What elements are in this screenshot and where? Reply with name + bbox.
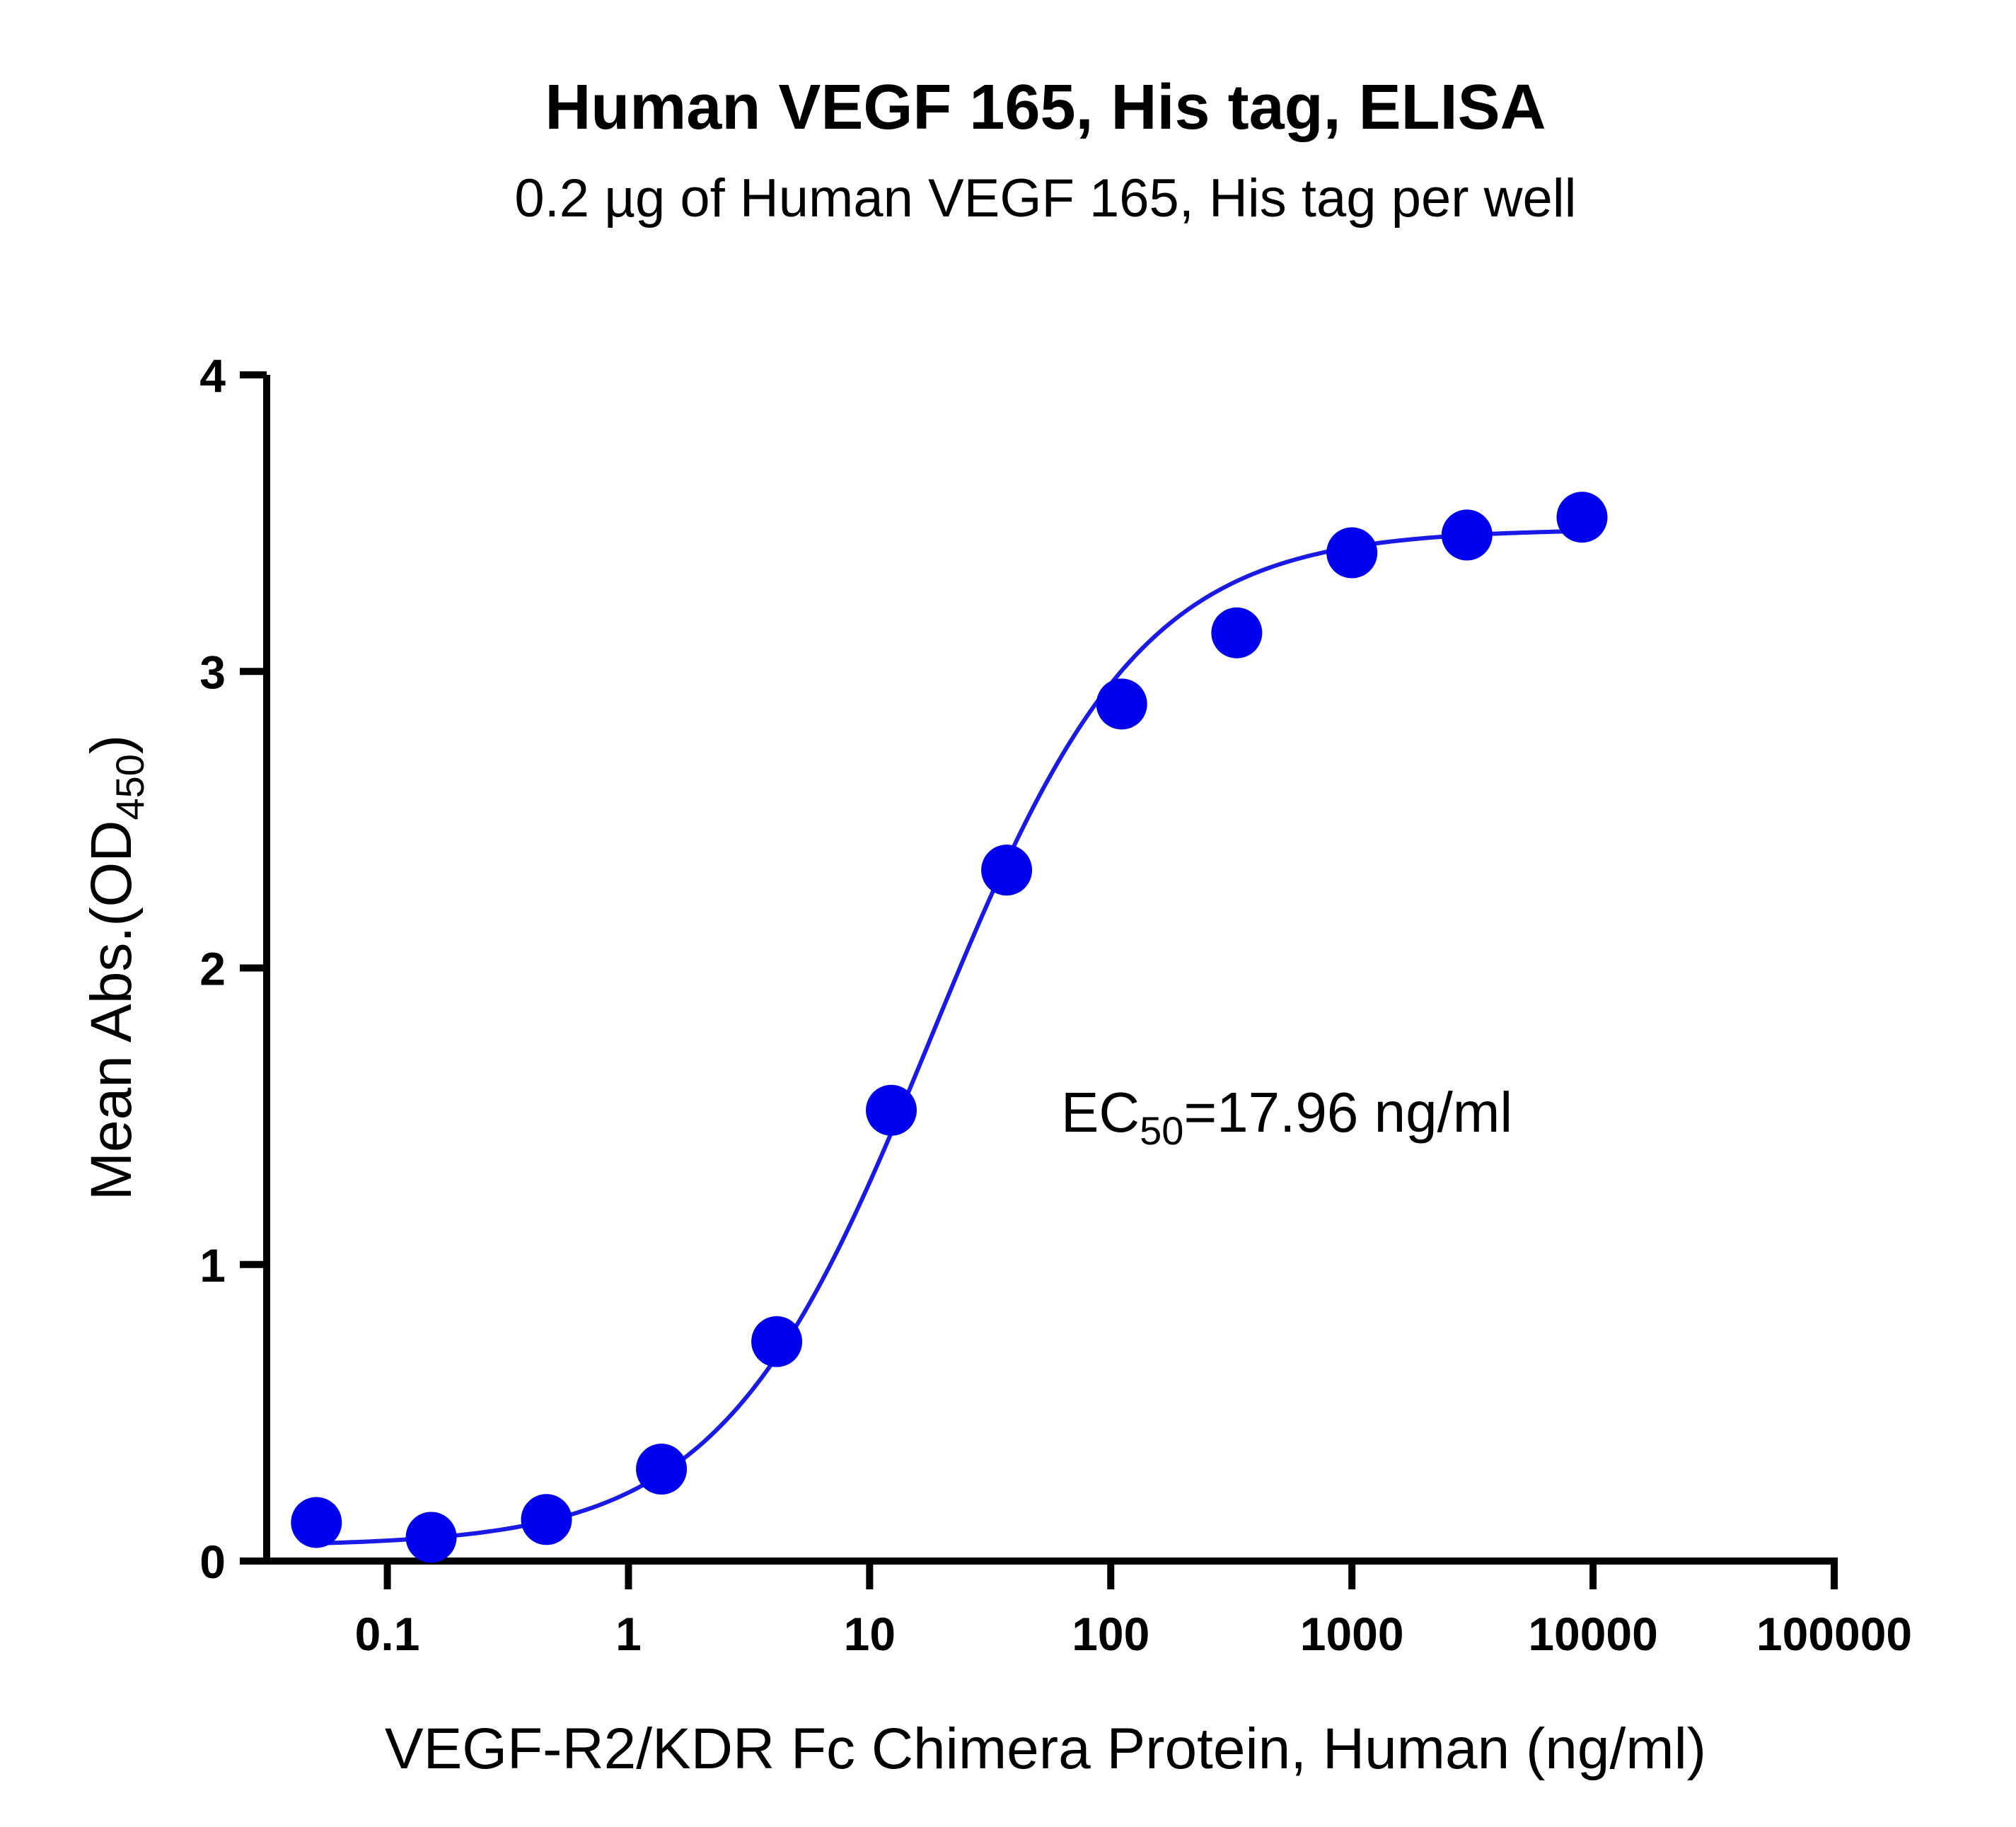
data-points — [291, 492, 1608, 1563]
ec50-annotation-sub: 50 — [1140, 1108, 1183, 1153]
y-tick-label-3: 3 — [199, 646, 226, 698]
y-axis-label-sub: 450 — [108, 754, 152, 820]
x-tick-label-1000: 1000 — [1300, 1608, 1404, 1660]
data-point-9 — [1211, 607, 1263, 659]
y-tick-label-1: 1 — [199, 1239, 226, 1292]
x-tick-label-10: 10 — [844, 1608, 896, 1660]
x-tick-label-1: 1 — [615, 1608, 642, 1660]
data-point-11 — [1441, 509, 1493, 561]
x-tick-label-10000: 10000 — [1528, 1608, 1658, 1660]
chart-subtitle: 0.2 µg of Human VEGF 165, His tag per we… — [514, 168, 1576, 228]
data-point-4 — [636, 1444, 688, 1495]
fit-curve — [314, 528, 1582, 1546]
y-axis-label-main: Mean Abs.(OD — [79, 820, 144, 1200]
ec50-annotation: EC50=17.96 ng/ml — [1061, 1081, 1512, 1153]
data-point-3 — [521, 1494, 572, 1545]
x-tick-label-100: 100 — [1072, 1608, 1149, 1660]
x-axis-label: VEGF-R2/KDR Fc Chimera Protein, Human (n… — [385, 1717, 1706, 1781]
y-tick-label-0: 0 — [199, 1536, 226, 1588]
ec50-annotation-main: EC — [1061, 1081, 1140, 1144]
y-axis-label: Mean Abs.(OD450) — [79, 735, 152, 1201]
data-point-8 — [1096, 678, 1147, 730]
data-point-5 — [751, 1316, 803, 1367]
data-point-1 — [291, 1497, 342, 1548]
chart-title: Human VEGF 165, His tag, ELISA — [545, 72, 1546, 143]
data-point-2 — [405, 1512, 457, 1563]
y-tick-label-2: 2 — [199, 943, 226, 995]
x-axis-ticks: 0.1 1 10 100 1000 10000 100000 — [355, 1561, 1912, 1660]
y-axis-ticks: 0 1 2 3 4 — [199, 349, 267, 1588]
data-point-10 — [1326, 527, 1378, 579]
data-point-12 — [1556, 492, 1608, 543]
plot-area: 0 1 2 3 4 0.1 1 10 100 1000 10000 100000 — [199, 349, 1912, 1660]
y-tick-label-4: 4 — [199, 349, 226, 402]
ec50-annotation-end: =17.96 ng/ml — [1183, 1081, 1512, 1144]
y-axis-label-end: ) — [79, 735, 144, 754]
data-point-6 — [866, 1084, 917, 1136]
x-tick-label-100000: 100000 — [1756, 1608, 1912, 1660]
x-tick-label-0.1: 0.1 — [355, 1608, 420, 1660]
data-point-7 — [981, 845, 1033, 896]
